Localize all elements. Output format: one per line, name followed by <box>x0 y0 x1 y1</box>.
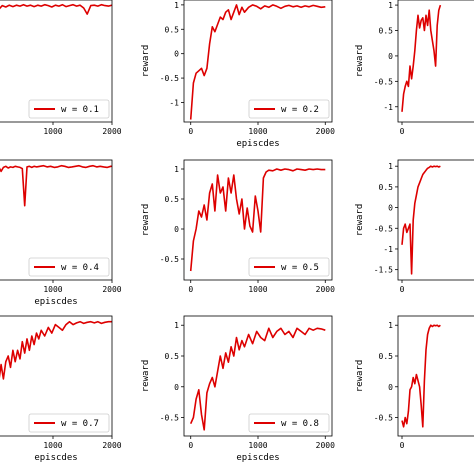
x-axis-label: episcdes <box>34 453 77 463</box>
panel-2: 0 1000 2000 -1 -0.5 0 0.5 1 episcdes reward w = 0.… <box>141 0 335 149</box>
panel-4: 1000 2000 episcdes w = 0.4 <box>0 159 122 307</box>
x-axis-label: episcdes <box>34 297 77 307</box>
y-tick-label: 0 <box>174 50 179 59</box>
y-tick-label: 0 <box>388 383 393 392</box>
legend-label: w = 0.2 <box>281 105 319 115</box>
y-tick-label: -1 <box>383 245 393 254</box>
series-line <box>189 4 326 120</box>
x-tick-label: 0 <box>188 127 193 136</box>
panel-6: 0 -1.5 -1 -0.5 0 0.5 1 reward <box>355 159 474 294</box>
y-tick-label: 0 <box>174 383 179 392</box>
x-axis-label: episcdes <box>236 139 279 149</box>
y-tick-label: -0.5 <box>374 77 393 86</box>
x-tick-label: 0 <box>400 127 405 136</box>
panel-7: 1000 2000 episcdes w = 0.7 <box>0 315 122 463</box>
y-axis-label: reward <box>355 45 365 78</box>
y-tick-label: 0 <box>388 52 393 61</box>
y-axis-label: reward <box>141 45 151 78</box>
legend-label: w = 0.5 <box>281 263 319 273</box>
y-tick-label: 0.5 <box>165 195 180 204</box>
y-tick-label: 1 <box>174 321 179 330</box>
series-line <box>189 327 326 431</box>
series-line <box>401 165 441 275</box>
x-tick-label: 0 <box>400 441 405 450</box>
x-tick-label: 2000 <box>316 441 335 450</box>
y-tick-label: -1 <box>383 103 393 112</box>
y-tick-label: 0.5 <box>165 25 180 34</box>
panel-5: 0 1000 2000 -0.5 0 0.5 1 reward w = 0.5 <box>141 159 335 294</box>
x-tick-label: 2000 <box>316 127 335 136</box>
series-line <box>189 168 326 272</box>
x-tick-label: 2000 <box>102 127 121 136</box>
y-tick-label: -0.5 <box>160 255 179 264</box>
legend-box <box>248 413 330 433</box>
y-tick-label: -0.5 <box>374 224 393 233</box>
x-axis-label: episcdes <box>236 453 279 463</box>
y-tick-label: 0.5 <box>165 352 180 361</box>
legend-label: w = 0.7 <box>61 419 99 429</box>
series-line <box>0 3 112 15</box>
x-tick-label: 0 <box>188 285 193 294</box>
series-line <box>0 320 112 380</box>
plot-frame <box>397 0 474 123</box>
y-axis-label: reward <box>355 204 365 237</box>
x-tick-label: 0 <box>400 285 405 294</box>
legend-box <box>248 257 330 277</box>
x-tick-label: 2000 <box>316 285 335 294</box>
y-tick-label: 0 <box>388 204 393 213</box>
x-tick-label: 1000 <box>43 441 62 450</box>
x-tick-label: 1000 <box>43 285 62 294</box>
legend-label: w = 0.4 <box>61 263 99 273</box>
x-tick-label: 1000 <box>248 441 267 450</box>
y-tick-label: 1 <box>388 1 393 10</box>
series-line <box>0 164 112 207</box>
y-tick-label: -0.5 <box>160 414 179 423</box>
y-axis-label: reward <box>355 360 365 393</box>
legend-box <box>248 99 330 119</box>
y-tick-label: -0.5 <box>374 414 393 423</box>
legend-box <box>28 99 110 119</box>
legend-label: w = 0.8 <box>281 419 319 429</box>
panel-3: 0 -1 -0.5 0 0.5 1 reward <box>355 0 474 136</box>
x-tick-label: 2000 <box>102 441 121 450</box>
x-tick-label: 0 <box>188 441 193 450</box>
series-line <box>401 4 442 112</box>
x-tick-label: 1000 <box>248 127 267 136</box>
y-tick-label: -1 <box>169 98 179 107</box>
x-tick-label: 1000 <box>248 285 267 294</box>
y-tick-label: 0.5 <box>379 183 394 192</box>
legend-box <box>28 257 110 277</box>
panel-1: 1000 2000 w = 0.1 <box>0 0 122 136</box>
y-tick-label: 0 <box>174 225 179 234</box>
y-axis-label: reward <box>141 204 151 237</box>
y-tick-label: -1.5 <box>374 266 393 275</box>
y-tick-label: 1 <box>174 165 179 174</box>
y-axis-label: reward <box>141 360 151 393</box>
y-tick-label: 0.5 <box>379 352 394 361</box>
x-tick-label: 2000 <box>102 285 121 294</box>
y-tick-label: 1 <box>174 1 179 10</box>
legend-label: w = 0.1 <box>61 105 99 115</box>
y-tick-label: 1 <box>388 321 393 330</box>
plot-frame <box>397 159 474 281</box>
panel-8: 0 1000 2000 -0.5 0 0.5 1 episcdes reward w = 0.8 <box>141 315 335 463</box>
y-tick-label: -0.5 <box>160 74 179 83</box>
panel-9: 0 -0.5 0 0.5 1 reward <box>355 315 474 450</box>
series-line <box>401 324 441 428</box>
y-tick-label: 0.5 <box>379 27 394 36</box>
y-tick-label: 1 <box>388 162 393 171</box>
x-tick-label: 1000 <box>43 127 62 136</box>
legend-box <box>28 413 110 433</box>
plot-frame <box>397 315 474 437</box>
